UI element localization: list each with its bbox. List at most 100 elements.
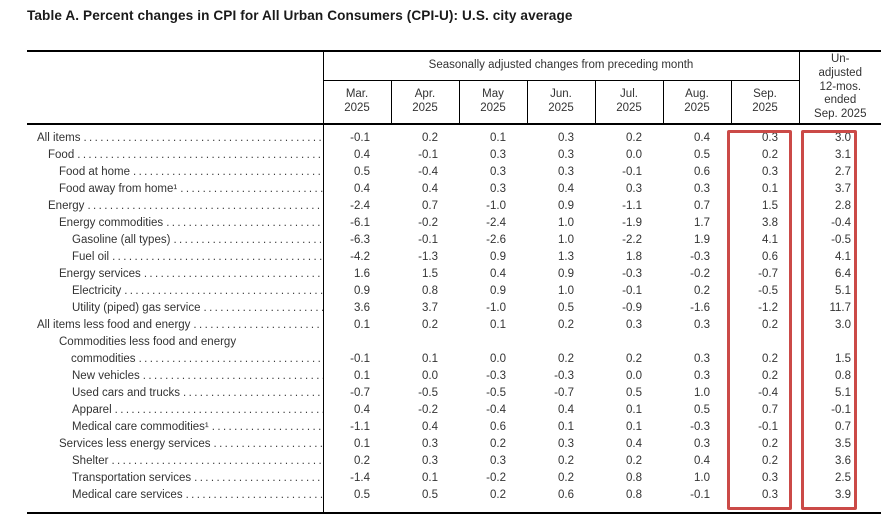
dot-leader: ........................................… <box>200 300 322 317</box>
cell-value: -0.5 <box>731 283 799 300</box>
table-row: Medical care services...................… <box>27 487 881 513</box>
table-row: All items less food and energy..........… <box>27 317 881 334</box>
cell-value: 0.9 <box>527 266 595 283</box>
row-label: Services less energy services <box>59 436 210 453</box>
cell-value: 0.1 <box>595 402 663 419</box>
cell-value: -1.6 <box>663 300 731 317</box>
cell-value: -0.4 <box>731 385 799 402</box>
cell-value: 0.3 <box>663 368 731 385</box>
cell-value: -6.1 <box>323 215 391 232</box>
cell-value: -0.3 <box>527 368 595 385</box>
cell-value: 1.0 <box>527 215 595 232</box>
row-label: Food <box>48 147 74 164</box>
row-label-cell: Used cars and trucks....................… <box>27 385 323 402</box>
cell-value: 0.2 <box>527 317 595 334</box>
cell-value: -0.2 <box>391 215 459 232</box>
cell-value: 1.0 <box>527 283 595 300</box>
row-label-cell: All items less food and energy..........… <box>27 317 323 334</box>
cell-value: 0.2 <box>391 317 459 334</box>
cell-value: 0.4 <box>323 181 391 198</box>
cell-value: 0.2 <box>731 453 799 470</box>
cell-value: 3.6 <box>323 300 391 317</box>
cell-value: -0.1 <box>323 124 391 147</box>
cell-value: 0.4 <box>323 147 391 164</box>
cell-value: 0.1 <box>323 317 391 334</box>
cell-value: 0.6 <box>663 164 731 181</box>
table-header: Seasonally adjusted changes from precedi… <box>27 51 881 124</box>
cell-value: -4.2 <box>323 249 391 266</box>
cell-value: 0.4 <box>391 181 459 198</box>
cell-value: 0.5 <box>527 300 595 317</box>
unadjusted-cell: 1.5 <box>799 334 881 368</box>
cell-value: 0.1 <box>731 181 799 198</box>
dot-leader: ........................................… <box>136 351 323 368</box>
cell-value: -0.1 <box>323 334 391 368</box>
cell-value: 0.1 <box>323 368 391 385</box>
cell-value: 0.3 <box>527 164 595 181</box>
cell-value: -1.9 <box>595 215 663 232</box>
unadjusted-cell: 3.6 <box>799 453 881 470</box>
row-label: Energy <box>48 198 84 215</box>
cell-value: -0.2 <box>391 402 459 419</box>
unadjusted-cell: -0.5 <box>799 232 881 249</box>
cell-value: -0.7 <box>323 385 391 402</box>
cell-value: 0.9 <box>459 249 527 266</box>
cell-value: 1.8 <box>595 249 663 266</box>
cell-value: 0.1 <box>323 436 391 453</box>
cell-value: 0.3 <box>527 147 595 164</box>
cell-value: 0.3 <box>731 470 799 487</box>
cell-value: 0.4 <box>527 402 595 419</box>
row-label: New vehicles <box>72 368 140 385</box>
row-label-cell: Energy services.........................… <box>27 266 323 283</box>
row-label-cell: New vehicles............................… <box>27 368 323 385</box>
row-label-cell: Services less energy services...........… <box>27 436 323 453</box>
table-row: Medical care commodities¹...............… <box>27 419 881 436</box>
table-row: All items...............................… <box>27 124 881 147</box>
cell-value: 0.2 <box>595 453 663 470</box>
cell-value: -2.4 <box>323 198 391 215</box>
cell-value: 0.2 <box>391 124 459 147</box>
cell-value: -1.1 <box>323 419 391 436</box>
cell-value: 4.1 <box>731 232 799 249</box>
row-label-cell: Food away from home¹....................… <box>27 181 323 198</box>
row-label: Apparel <box>72 402 112 419</box>
table-row: Electricity.............................… <box>27 283 881 300</box>
cell-value: -0.2 <box>663 266 731 283</box>
cell-value: -0.2 <box>459 470 527 487</box>
cell-value: -0.3 <box>663 419 731 436</box>
cell-value: 0.2 <box>731 436 799 453</box>
cell-value: 0.3 <box>391 436 459 453</box>
cell-value: -0.1 <box>391 232 459 249</box>
cell-value: -0.1 <box>595 164 663 181</box>
unadjusted-cell: -0.1 <box>799 402 881 419</box>
row-label-cell: Medical care services...................… <box>27 487 323 513</box>
row-label: Medical care services <box>72 487 183 504</box>
cell-value: 1.0 <box>663 385 731 402</box>
dot-leader: ........................................… <box>108 453 322 470</box>
cell-value: -0.1 <box>731 419 799 436</box>
cell-value: 1.3 <box>527 249 595 266</box>
cell-value: 0.4 <box>663 453 731 470</box>
unadjusted-cell: 2.5 <box>799 470 881 487</box>
cell-value: 0.4 <box>323 402 391 419</box>
row-label-cell: Food at home............................… <box>27 164 323 181</box>
cell-value: 0.1 <box>391 470 459 487</box>
cell-value: 0.3 <box>391 453 459 470</box>
cell-value: 0.0 <box>391 368 459 385</box>
cell-value: 0.3 <box>459 147 527 164</box>
cell-value: 0.3 <box>459 181 527 198</box>
row-label-cell: Gasoline (all types)....................… <box>27 232 323 249</box>
cell-value: 0.2 <box>731 334 799 368</box>
row-label-cell: Medical care commodities¹...............… <box>27 419 323 436</box>
cell-value: -1.3 <box>391 249 459 266</box>
cell-value: 0.2 <box>731 147 799 164</box>
cell-value: 0.2 <box>731 368 799 385</box>
cell-value: -0.7 <box>731 266 799 283</box>
row-label: Commodities less food and energy <box>59 334 236 351</box>
unadjusted-cell: 0.7 <box>799 419 881 436</box>
cell-value: 0.0 <box>459 334 527 368</box>
col-header-jun-2025: Jun. 2025 <box>527 80 595 124</box>
table-row: Utility (piped) gas service.............… <box>27 300 881 317</box>
cell-value: -0.1 <box>663 487 731 513</box>
cell-value: 0.5 <box>391 487 459 513</box>
